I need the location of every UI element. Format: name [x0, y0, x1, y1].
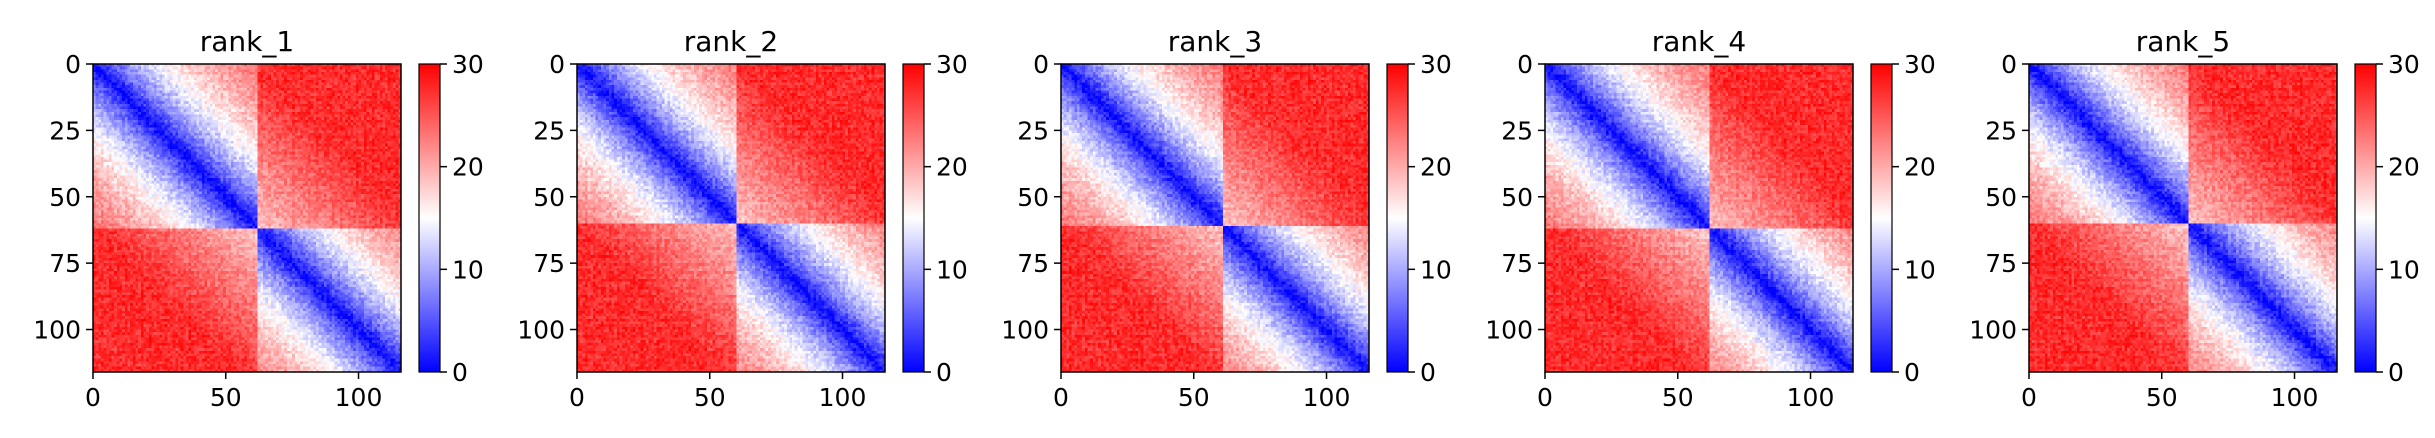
colorbar-tick-label: 0	[1904, 358, 1920, 387]
plot-frame	[1544, 63, 1854, 373]
x-tick-label: 50	[2146, 383, 2178, 412]
y-tick-label: 100	[33, 316, 81, 345]
y-tick-label: 100	[1485, 316, 1533, 345]
colorbar-tick-label: 20	[1904, 153, 1936, 182]
colorbar-tick-label: 20	[1420, 153, 1452, 182]
x-tick-label: 50	[210, 383, 242, 412]
colorbar-tick-label: 30	[1904, 50, 1936, 79]
y-tick-label: 25	[1017, 116, 1049, 145]
x-tick-label: 100	[1787, 383, 1835, 412]
x-tick-label: 0	[1537, 383, 1553, 412]
colorbar-tick-label: 20	[936, 153, 968, 182]
x-tick-label: 0	[1053, 383, 1069, 412]
y-tick-label: 0	[2001, 50, 2017, 79]
y-tick-label: 75	[1985, 249, 2017, 278]
heatmap-matrix	[93, 64, 401, 372]
panel-title: rank_4	[1652, 25, 1746, 58]
panel-title: rank_2	[684, 25, 778, 58]
y-tick-label: 75	[1017, 249, 1049, 278]
y-tick-label: 0	[65, 50, 81, 79]
y-tick-label: 50	[1017, 183, 1049, 212]
heatmap-matrix	[577, 64, 885, 372]
y-tick-label: 50	[1501, 183, 1533, 212]
x-tick-label: 50	[694, 383, 726, 412]
plot-frame	[92, 63, 402, 373]
plot-frame	[2028, 63, 2338, 373]
y-tick-label: 25	[49, 116, 81, 145]
y-tick-label: 0	[549, 50, 565, 79]
colorbar-tick-label: 20	[452, 153, 484, 182]
y-tick-label: 50	[1985, 183, 2017, 212]
y-tick-label: 75	[533, 249, 565, 278]
colorbar-tick-label: 10	[936, 255, 968, 284]
x-tick-label: 100	[2271, 383, 2319, 412]
colorbar	[2354, 63, 2377, 373]
x-tick-label: 50	[1662, 383, 1694, 412]
x-tick-label: 0	[2021, 383, 2037, 412]
plot-frame	[576, 63, 886, 373]
heatmap-panel-5: rank_5 0 50 100 0 25 50 75 100 0 10 20 30	[1969, 25, 2420, 412]
colorbar-tick-label: 10	[1420, 255, 1452, 284]
colorbar-tick-label: 30	[2388, 50, 2420, 79]
panel-title: rank_3	[1168, 25, 1262, 58]
colorbar-tick-label: 30	[936, 50, 968, 79]
heatmap-panel-1: rank_1 0 50 100 0 25 50 75 100 0 10 20 30	[33, 25, 484, 412]
colorbar-tick-label: 0	[452, 358, 468, 387]
y-tick-label: 0	[1517, 50, 1533, 79]
x-tick-label: 0	[569, 383, 585, 412]
heatmap-matrix	[2029, 64, 2337, 372]
colorbar	[418, 63, 441, 373]
colorbar-tick-label: 10	[2388, 255, 2420, 284]
colorbar	[1870, 63, 1893, 373]
colorbar-tick-label: 30	[1420, 50, 1452, 79]
plot-frame	[1060, 63, 1370, 373]
colorbar-tick-label: 0	[1420, 358, 1436, 387]
y-tick-label: 100	[1969, 316, 2017, 345]
y-tick-label: 75	[1501, 249, 1533, 278]
colorbar-tick-label: 0	[2388, 358, 2404, 387]
colorbar-tick-label: 10	[452, 255, 484, 284]
panel-title: rank_5	[2136, 25, 2230, 58]
y-tick-label: 100	[1001, 316, 1049, 345]
x-tick-label: 50	[1178, 383, 1210, 412]
heatmap-panel-4: rank_4 0 50 100 0 25 50 75 100 0 10 20 30	[1485, 25, 1936, 412]
y-tick-label: 100	[517, 316, 565, 345]
x-tick-label: 100	[1303, 383, 1351, 412]
colorbar-tick-label: 10	[1904, 255, 1936, 284]
x-tick-label: 0	[85, 383, 101, 412]
colorbar-tick-label: 0	[936, 358, 952, 387]
heatmap-matrix	[1061, 64, 1369, 372]
y-tick-label: 25	[1985, 116, 2017, 145]
heatmap-panel-2: rank_2 0 50 100 0 25 50 75 100 0 10 20 30	[517, 25, 968, 412]
x-tick-label: 100	[335, 383, 383, 412]
y-tick-label: 25	[533, 116, 565, 145]
y-tick-label: 25	[1501, 116, 1533, 145]
colorbar	[1386, 63, 1409, 373]
colorbar-tick-label: 30	[452, 50, 484, 79]
heatmap-panel-3: rank_3 0 50 100 0 25 50 75 100 0 10 20 30	[1001, 25, 1452, 412]
panel-title: rank_1	[200, 25, 294, 58]
y-tick-label: 50	[533, 183, 565, 212]
y-tick-label: 75	[49, 249, 81, 278]
colorbar	[902, 63, 925, 373]
x-tick-label: 100	[819, 383, 867, 412]
y-tick-label: 50	[49, 183, 81, 212]
y-tick-label: 0	[1033, 50, 1049, 79]
colorbar-tick-label: 20	[2388, 153, 2420, 182]
heatmap-matrix	[1545, 64, 1853, 372]
